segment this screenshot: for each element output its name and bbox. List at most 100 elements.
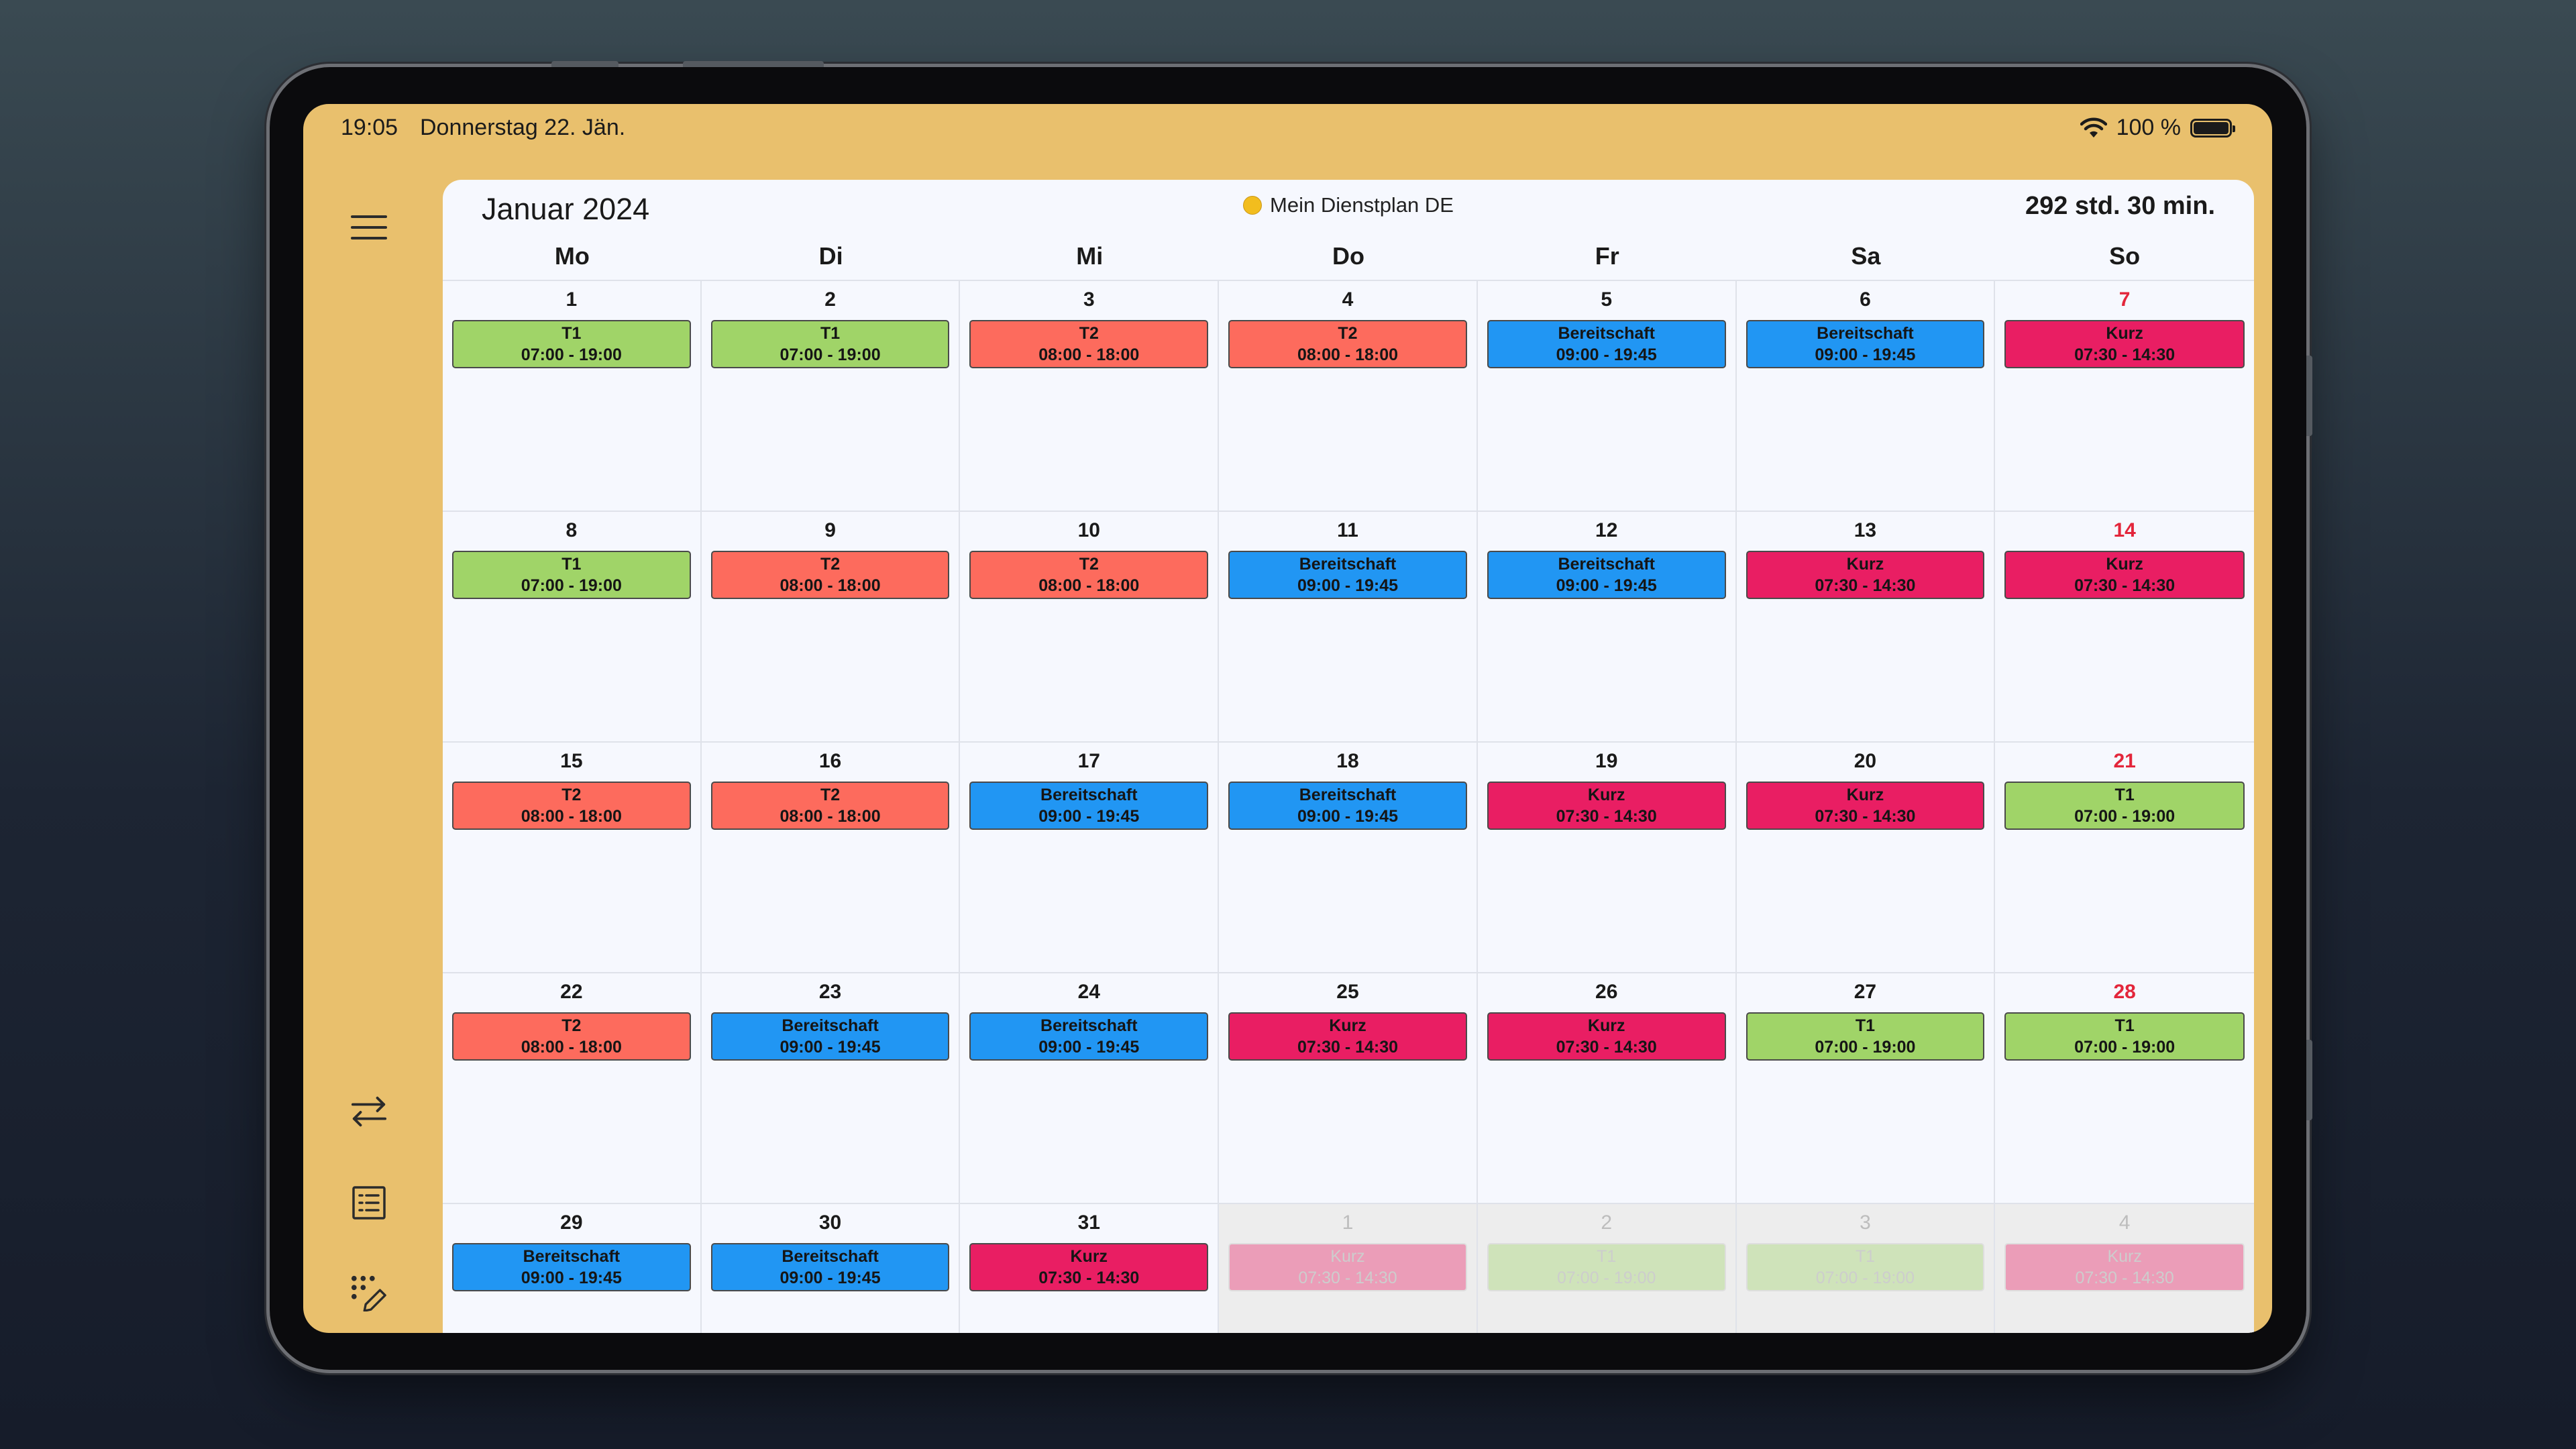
day-cell[interactable]: 31 Kurz 07:30 - 14:30 — [960, 1204, 1220, 1333]
day-cell[interactable]: 27 T1 07:00 - 19:00 — [1736, 973, 1996, 1204]
day-cell[interactable]: 22 T2 08:00 - 18:00 — [443, 973, 702, 1204]
shift-time: 09:00 - 19:45 — [1297, 807, 1399, 826]
day-cell[interactable]: 8 T1 07:00 - 19:00 — [443, 512, 702, 743]
shift-badge[interactable]: T2 08:00 - 18:00 — [710, 782, 950, 830]
day-cell[interactable]: 7 Kurz 07:30 - 14:30 — [1995, 281, 2254, 512]
calendar-color-dot — [1243, 196, 1263, 215]
shift-badge[interactable]: T1 07:00 - 19:00 — [452, 551, 691, 599]
shift-name: Bereitschaft — [523, 1247, 621, 1266]
day-cell[interactable]: 23 Bereitschaft 09:00 - 19:45 — [701, 973, 961, 1204]
shift-badge[interactable]: T2 08:00 - 18:00 — [710, 551, 950, 599]
day-cell[interactable]: 16 T2 08:00 - 18:00 — [701, 743, 961, 973]
day-cell[interactable]: 15 T2 08:00 - 18:00 — [443, 743, 702, 973]
shift-name: Kurz — [1587, 1016, 1625, 1035]
status-date: Donnerstag 22. Jän. — [420, 115, 626, 140]
day-cell[interactable]: 26 Kurz 07:30 - 14:30 — [1477, 973, 1737, 1204]
list-icon[interactable] — [350, 1184, 388, 1222]
shift-badge[interactable]: Bereitschaft 09:00 - 19:45 — [1487, 320, 1726, 368]
day-cell[interactable]: 20 Kurz 07:30 - 14:30 — [1736, 743, 1996, 973]
hamburger-menu-icon[interactable] — [350, 209, 388, 246]
day-cell[interactable]: 5 Bereitschaft 09:00 - 19:45 — [1477, 281, 1737, 512]
shift-badge[interactable]: Kurz 07:30 - 14:30 — [1746, 551, 1985, 599]
day-cell[interactable]: 14 Kurz 07:30 - 14:30 — [1995, 512, 2254, 743]
day-cell[interactable]: 1 T1 07:00 - 19:00 — [443, 281, 702, 512]
day-cell[interactable]: 4 T2 08:00 - 18:00 — [1219, 281, 1478, 512]
day-cell[interactable]: 12 Bereitschaft 09:00 - 19:45 — [1477, 512, 1737, 743]
shift-name: Bereitschaft — [1299, 555, 1397, 574]
shift-badge[interactable]: Kurz 07:30 - 14:30 — [1228, 1243, 1467, 1291]
shift-badge[interactable]: Bereitschaft 09:00 - 19:45 — [710, 1243, 950, 1291]
shift-badge[interactable]: Bereitschaft 09:00 - 19:45 — [710, 1012, 950, 1061]
shift-name: Kurz — [1587, 786, 1625, 804]
day-cell[interactable]: 3 T1 07:00 - 19:00 — [1736, 1204, 1996, 1333]
shift-badge[interactable]: T1 07:00 - 19:00 — [1746, 1012, 1985, 1061]
day-cell[interactable]: 2 T1 07:00 - 19:00 — [701, 281, 961, 512]
shift-badge[interactable]: Bereitschaft 09:00 - 19:45 — [1228, 551, 1467, 599]
day-number: 10 — [1077, 519, 1100, 541]
day-cell[interactable]: 21 T1 07:00 - 19:00 — [1995, 743, 2254, 973]
day-cell[interactable]: 9 T2 08:00 - 18:00 — [701, 512, 961, 743]
day-number: 27 — [1854, 981, 1877, 1003]
calendar-name[interactable]: Mein Dienstplan DE — [443, 193, 2254, 217]
day-cell[interactable]: 19 Kurz 07:30 - 14:30 — [1477, 743, 1737, 973]
shift-name: Bereitschaft — [1299, 786, 1397, 804]
day-number: 20 — [1854, 750, 1877, 772]
day-cell[interactable]: 4 Kurz 07:30 - 14:30 — [1995, 1204, 2254, 1333]
shift-name: T2 — [1079, 324, 1099, 343]
day-cell[interactable]: 13 Kurz 07:30 - 14:30 — [1736, 512, 1996, 743]
shift-badge[interactable]: Kurz 07:30 - 14:30 — [1487, 1012, 1726, 1061]
shift-badge[interactable]: T2 08:00 - 18:00 — [452, 1012, 691, 1061]
shift-name: Kurz — [2106, 324, 2143, 343]
shift-badge[interactable]: Bereitschaft 09:00 - 19:45 — [969, 782, 1209, 830]
day-cell[interactable]: 11 Bereitschaft 09:00 - 19:45 — [1219, 512, 1478, 743]
day-cell[interactable]: 2 T1 07:00 - 19:00 — [1477, 1204, 1737, 1333]
shift-badge[interactable]: T2 08:00 - 18:00 — [969, 320, 1209, 368]
month-grid: 1 T1 07:00 - 19:00 2 T1 07:00 - 19:00 3 T2 08:00… — [443, 280, 2254, 1333]
shift-name: Kurz — [1846, 555, 1884, 574]
shift-badge[interactable]: T1 07:00 - 19:00 — [452, 320, 691, 368]
shift-name: T1 — [1597, 1247, 1617, 1266]
shift-badge[interactable]: T2 08:00 - 18:00 — [452, 782, 691, 830]
day-cell[interactable]: 29 Bereitschaft 09:00 - 19:45 — [443, 1204, 702, 1333]
shift-badge[interactable]: Bereitschaft 09:00 - 19:45 — [452, 1243, 691, 1291]
day-number: 1 — [566, 288, 578, 311]
shift-time: 07:30 - 14:30 — [2074, 345, 2176, 364]
day-cell[interactable]: 10 T2 08:00 - 18:00 — [960, 512, 1220, 743]
day-cell[interactable]: 17 Bereitschaft 09:00 - 19:45 — [960, 743, 1220, 973]
shift-badge[interactable]: Bereitschaft 09:00 - 19:45 — [969, 1012, 1209, 1061]
shift-badge[interactable]: T2 08:00 - 18:00 — [1228, 320, 1467, 368]
day-cell[interactable]: 25 Kurz 07:30 - 14:30 — [1219, 973, 1478, 1204]
shift-badge[interactable]: T1 07:00 - 19:00 — [1487, 1243, 1726, 1291]
day-cell[interactable]: 18 Bereitschaft 09:00 - 19:45 — [1219, 743, 1478, 973]
side-button — [2306, 1040, 2312, 1120]
status-time: 19:05 — [341, 115, 398, 140]
month-title[interactable]: Januar 2024 — [482, 192, 650, 226]
shift-time: 07:30 - 14:30 — [1815, 807, 1916, 826]
shift-badge[interactable]: T1 07:00 - 19:00 — [710, 320, 950, 368]
edit-grid-icon[interactable] — [350, 1274, 388, 1311]
shift-badge[interactable]: Kurz 07:30 - 14:30 — [1228, 1012, 1467, 1061]
day-cell[interactable]: 28 T1 07:00 - 19:00 — [1995, 973, 2254, 1204]
shift-badge[interactable]: T1 07:00 - 19:00 — [1746, 1243, 1985, 1291]
shift-badge[interactable]: Kurz 07:30 - 14:30 — [1746, 782, 1985, 830]
day-number: 8 — [566, 519, 578, 541]
shift-badge[interactable]: Kurz 07:30 - 14:30 — [2004, 551, 2245, 599]
side-button — [2306, 356, 2312, 436]
day-cell[interactable]: 24 Bereitschaft 09:00 - 19:45 — [960, 973, 1220, 1204]
day-cell[interactable]: 3 T2 08:00 - 18:00 — [960, 281, 1220, 512]
shift-time: 07:00 - 19:00 — [780, 345, 881, 364]
shift-badge[interactable]: T1 07:00 - 19:00 — [2004, 782, 2245, 830]
day-cell[interactable]: 1 Kurz 07:30 - 14:30 — [1219, 1204, 1478, 1333]
shift-badge[interactable]: Bereitschaft 09:00 - 19:45 — [1746, 320, 1985, 368]
shift-badge[interactable]: Kurz 07:30 - 14:30 — [969, 1243, 1209, 1291]
swap-arrows-icon[interactable] — [350, 1093, 388, 1130]
shift-badge[interactable]: T1 07:00 - 19:00 — [2004, 1012, 2245, 1061]
shift-badge[interactable]: Kurz 07:30 - 14:30 — [2004, 320, 2245, 368]
day-cell[interactable]: 6 Bereitschaft 09:00 - 19:45 — [1736, 281, 1996, 512]
shift-badge[interactable]: Kurz 07:30 - 14:30 — [1487, 782, 1726, 830]
shift-badge[interactable]: T2 08:00 - 18:00 — [969, 551, 1209, 599]
shift-badge[interactable]: Bereitschaft 09:00 - 19:45 — [1487, 551, 1726, 599]
shift-badge[interactable]: Kurz 07:30 - 14:30 — [2004, 1243, 2245, 1291]
shift-badge[interactable]: Bereitschaft 09:00 - 19:45 — [1228, 782, 1467, 830]
day-cell[interactable]: 30 Bereitschaft 09:00 - 19:45 — [701, 1204, 961, 1333]
